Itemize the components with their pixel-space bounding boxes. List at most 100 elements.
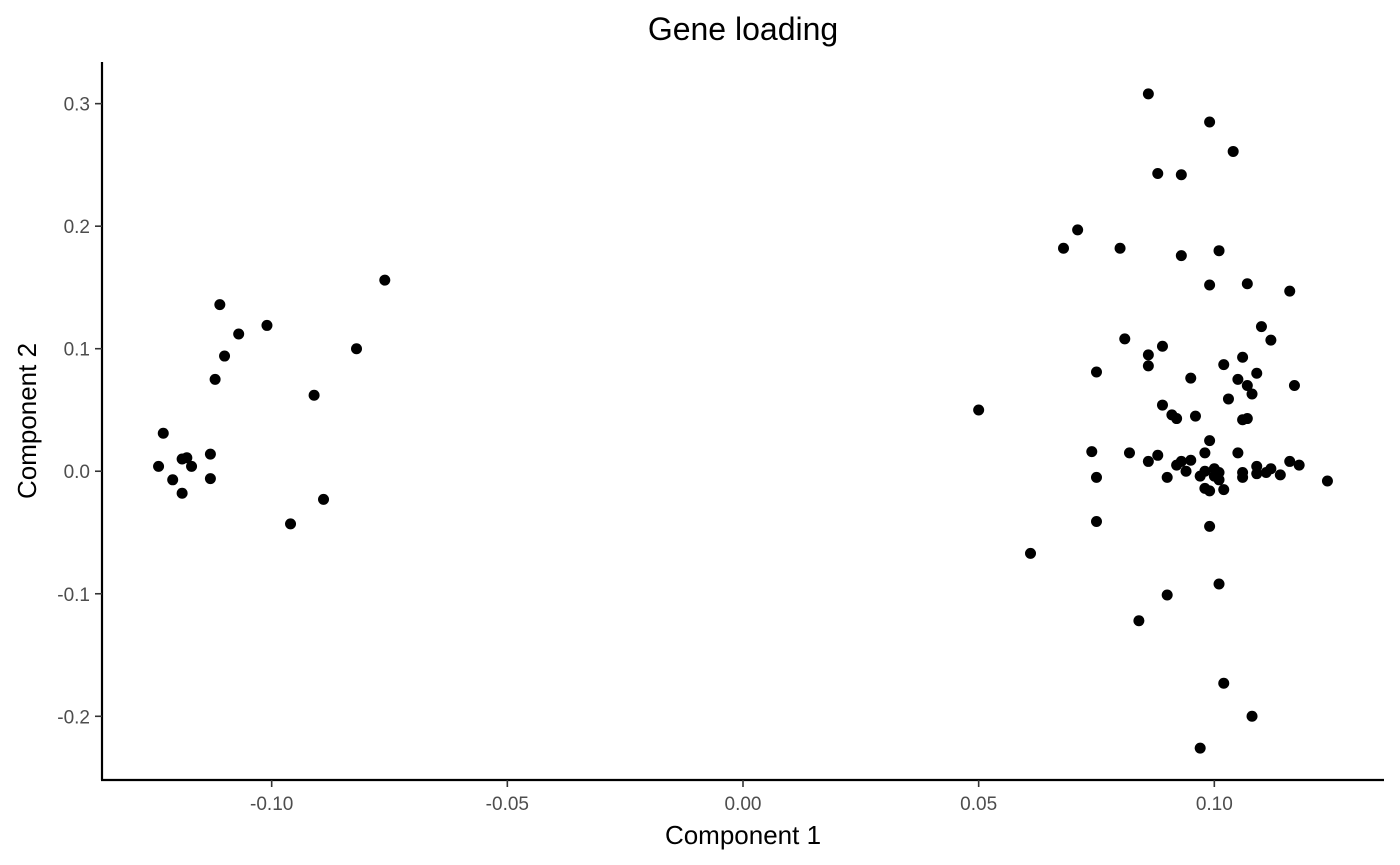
data-point xyxy=(1204,520,1216,532)
data-point xyxy=(1199,465,1211,477)
data-point xyxy=(1171,413,1183,425)
data-point xyxy=(1241,379,1253,391)
y-tick-label: -0.2 xyxy=(57,707,90,728)
data-point xyxy=(1072,224,1084,236)
y-tick-label: -0.1 xyxy=(57,585,90,606)
x-tick-label: -0.10 xyxy=(250,794,293,815)
data-point xyxy=(318,493,330,505)
data-point xyxy=(1246,710,1258,722)
data-point xyxy=(1237,471,1249,483)
data-point xyxy=(1090,515,1102,527)
data-point xyxy=(176,487,188,499)
data-point xyxy=(1189,410,1201,422)
data-point xyxy=(1156,340,1168,352)
data-point xyxy=(1142,88,1154,100)
data-point xyxy=(1213,578,1225,590)
data-point xyxy=(1152,167,1164,179)
data-point xyxy=(1199,447,1211,459)
data-point xyxy=(1114,242,1126,254)
points-layer xyxy=(153,88,1333,754)
y-ticks: -0.2 -0.1 0.0 0.1 0.2 0.3 xyxy=(57,95,102,728)
data-point xyxy=(1288,379,1300,391)
data-point xyxy=(1232,373,1244,385)
y-tick-label: 0.3 xyxy=(64,95,90,116)
data-point xyxy=(1251,367,1263,379)
data-point xyxy=(1251,468,1263,480)
data-point xyxy=(167,474,179,486)
data-point xyxy=(1119,333,1131,345)
data-point xyxy=(1194,742,1206,754)
data-point xyxy=(1142,349,1154,361)
data-point xyxy=(1175,455,1187,467)
data-point xyxy=(1090,366,1102,378)
data-point xyxy=(1161,471,1173,483)
data-point xyxy=(1133,615,1145,627)
data-point xyxy=(261,319,273,331)
x-ticks: -0.10 -0.05 0.00 0.05 0.10 xyxy=(250,780,1233,815)
data-point xyxy=(1274,469,1286,481)
data-point xyxy=(1246,388,1258,400)
data-point xyxy=(1321,475,1333,487)
y-axis-title: Component 2 xyxy=(12,343,42,499)
data-point xyxy=(1241,278,1253,290)
data-point xyxy=(153,460,165,472)
data-point xyxy=(1265,463,1277,475)
data-point xyxy=(1265,334,1277,346)
data-point xyxy=(219,350,231,362)
chart-title: Gene loading xyxy=(648,11,838,47)
data-point xyxy=(351,343,363,355)
x-axis-title: Component 1 xyxy=(665,820,821,850)
data-point xyxy=(157,427,169,439)
x-tick-label: 0.05 xyxy=(960,794,997,815)
data-point xyxy=(973,404,985,416)
data-point xyxy=(1232,447,1244,459)
data-point xyxy=(1180,465,1192,477)
data-point xyxy=(1204,116,1216,128)
data-point xyxy=(186,460,198,472)
data-point xyxy=(1185,372,1197,384)
data-point xyxy=(204,448,216,460)
data-point xyxy=(1058,242,1069,254)
data-point xyxy=(1090,471,1102,483)
data-point xyxy=(1086,446,1098,458)
data-point xyxy=(1241,413,1253,425)
data-point xyxy=(1237,351,1249,363)
data-point xyxy=(1222,393,1234,405)
data-point xyxy=(1218,359,1230,371)
data-point xyxy=(1255,321,1267,333)
data-point xyxy=(379,274,391,286)
data-point xyxy=(1218,484,1230,496)
data-point xyxy=(1123,447,1135,459)
data-point xyxy=(1204,435,1216,447)
data-point xyxy=(1227,145,1239,157)
data-point xyxy=(233,328,245,340)
data-point xyxy=(1284,285,1296,297)
data-point xyxy=(1204,485,1216,497)
data-point xyxy=(1185,454,1197,466)
data-point xyxy=(285,518,297,530)
data-point xyxy=(1161,589,1173,601)
data-point xyxy=(1175,169,1187,181)
data-point xyxy=(204,473,216,485)
data-point xyxy=(1142,455,1154,467)
x-tick-label: -0.05 xyxy=(486,794,529,815)
x-tick-label: 0.00 xyxy=(725,794,762,815)
data-point xyxy=(209,373,221,385)
data-point xyxy=(214,299,226,311)
x-tick-label: 0.10 xyxy=(1196,794,1233,815)
data-point xyxy=(1204,279,1216,291)
data-point xyxy=(1218,677,1230,689)
data-point xyxy=(1284,455,1296,467)
data-point xyxy=(1175,250,1187,262)
data-point xyxy=(1025,547,1037,559)
data-point xyxy=(1156,399,1168,411)
data-point xyxy=(1152,449,1164,461)
data-point xyxy=(1213,466,1225,478)
data-point xyxy=(1213,245,1225,257)
y-tick-label: 0.0 xyxy=(64,462,90,483)
data-point xyxy=(1293,459,1305,471)
data-point xyxy=(181,452,193,464)
data-point xyxy=(308,389,320,401)
y-tick-label: 0.1 xyxy=(64,340,90,361)
